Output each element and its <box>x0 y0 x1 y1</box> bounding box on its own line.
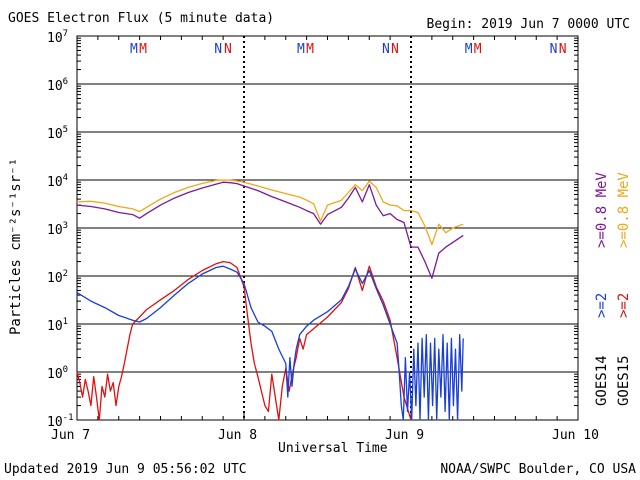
mn-marker: M <box>465 42 473 57</box>
mn-marker: N <box>382 42 390 57</box>
mn-marker: N <box>559 42 567 57</box>
series-line <box>76 181 464 279</box>
y-tick-label: 101 <box>47 317 68 334</box>
chart-title: GOES Electron Flux (5 minute data) <box>8 11 275 26</box>
x-tick-label: Jun 10 <box>552 428 599 443</box>
mn-marker: M <box>306 42 314 57</box>
legend-label: >=0.8 MeV <box>616 172 632 248</box>
series-line <box>76 179 464 246</box>
x-tick-label: Jun 9 <box>385 428 424 443</box>
mn-marker: M <box>297 42 305 57</box>
mn-marker: N <box>224 42 232 57</box>
legend-label: >=2 <box>616 293 632 318</box>
x-axis-label: Universal Time <box>278 441 388 456</box>
y-axis-label: Particles cm⁻²s⁻¹sr⁻¹ <box>8 158 24 335</box>
series-line <box>76 260 412 421</box>
y-tick-label: 106 <box>47 77 68 94</box>
mn-marker: M <box>474 42 482 57</box>
y-tick-label: 100 <box>47 365 68 382</box>
x-tick-label: Jun 7 <box>51 428 90 443</box>
y-tick-label: 102 <box>47 269 68 286</box>
legend-label: GOES14 <box>594 355 610 406</box>
legend-label: >=0.8 MeV <box>594 172 610 248</box>
begin-label: Begin: 2019 Jun 7 0000 UTC <box>426 17 631 32</box>
y-tick-label: 104 <box>47 173 68 190</box>
credit-label: NOAA/SWPC Boulder, CO USA <box>440 462 636 477</box>
legend-label: >=2 <box>594 293 610 318</box>
x-tick-label: Jun 8 <box>218 428 257 443</box>
y-tick-label: 105 <box>47 125 68 142</box>
mn-marker: M <box>130 42 138 57</box>
mn-marker: N <box>550 42 558 57</box>
series-line <box>76 265 464 421</box>
legend-label: GOES15 <box>616 355 632 406</box>
mn-marker: N <box>214 42 222 57</box>
y-tick-label: 103 <box>47 221 68 238</box>
y-tick-label: 10-1 <box>47 413 74 430</box>
mn-marker: M <box>139 42 147 57</box>
updated-timestamp: Updated 2019 Jun 9 05:56:02 UTC <box>4 462 247 477</box>
mn-marker: N <box>391 42 399 57</box>
y-tick-label: 107 <box>47 29 68 46</box>
